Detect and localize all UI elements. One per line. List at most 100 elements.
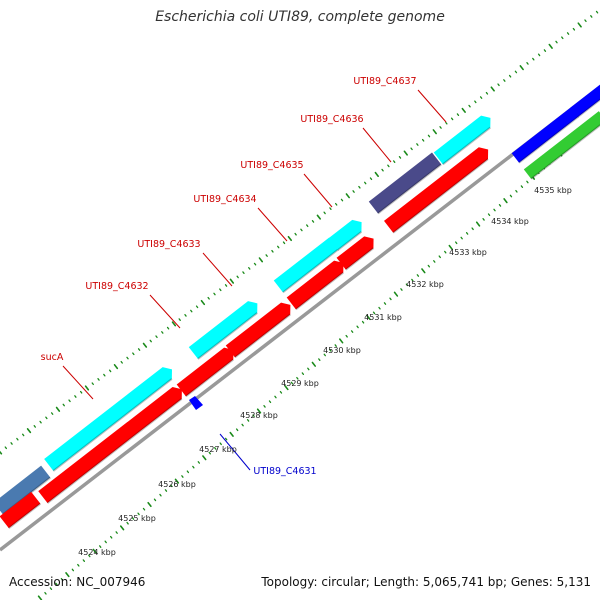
accession-text: Accession: NC_007946 [9,575,146,589]
inner-ring-minor-tick [487,213,491,217]
inner-ring-minor-tick [389,297,392,301]
tick-label: 4527 kbp [199,445,237,454]
inner-ring-minor-tick [192,465,195,469]
inner-ring-minor-tick [170,484,173,488]
inner-ring-minor-tick [159,493,162,497]
gene-arrow-red-5 [336,236,374,270]
inner-ring-minor-tick [433,260,436,263]
outer-ring-major-tick [316,214,322,220]
tick-label: 4525 kbp [118,514,156,523]
gene-label: UTI89_C4631 [253,466,316,477]
outer-ring-major-tick [548,43,553,49]
outer-tick-ring [0,10,599,455]
outer-ring-minor-tick [445,121,448,125]
outer-ring-minor-tick [207,296,210,300]
outer-ring-minor-tick [50,412,54,415]
outer-ring-major-tick [171,321,177,327]
inner-ring-minor-tick [356,325,359,329]
inner-ring-minor-tick [55,582,58,586]
gene-arrow-red-2-shade [185,358,234,398]
inner-ring-major-tick [65,572,70,578]
gene-arrow-red-2 [176,347,234,397]
gene-arrow-C4636 [368,152,442,214]
tick-label: 4533 kbp [449,248,487,257]
outer-ring-minor-tick [39,420,42,424]
outer-ring-minor-tick [4,446,7,450]
gene-arrow-red-0 [0,491,41,529]
outer-ring-minor-tick [555,40,558,44]
gene-arrow-C4634 [328,219,362,251]
inner-ring-minor-tick [383,302,387,305]
inner-ring-minor-tick [520,185,524,189]
outer-ring-minor-tick [364,181,367,185]
outer-ring-minor-tick [178,318,181,321]
backbone-line [0,85,600,552]
inner-ring-minor-tick [153,498,157,502]
gene-marker-C4631 [189,396,203,410]
outer-ring-minor-tick [184,313,187,317]
inner-ring-minor-tick [104,540,107,544]
inner-ring-major-tick [229,431,234,437]
inner-ring-minor-tick [186,470,190,474]
inner-ring-major-tick [475,221,481,227]
outer-ring-minor-tick [224,284,228,287]
outer-ring-major-tick [26,428,32,434]
outer-ring-minor-tick [137,348,141,351]
outer-ring-minor-tick [16,437,19,441]
summary-text: Topology: circular; Length: 5,065,741 bp… [261,575,591,589]
gene-arrow-red-6 [384,147,489,233]
inner-ring-minor-tick [263,404,266,408]
outer-ring-minor-tick [242,271,245,275]
gene-arrow-green-shade [530,124,600,180]
outer-ring-major-tick [374,171,379,178]
label-leader-line [149,294,181,329]
inner-ring-minor-tick [515,189,518,193]
gene-arrow-C4633 [273,237,339,293]
inner-ring-minor-tick [329,348,332,352]
outer-ring-minor-tick [329,207,332,210]
outer-ring-minor-tick [103,373,106,377]
gene-arrow-C4632-shade [197,312,258,360]
outer-ring-major-tick [142,342,148,348]
label-leader-line [303,173,333,208]
gene-arrow-sucA [44,367,172,471]
outer-ring-minor-tick [236,275,239,279]
outer-ring-minor-tick [311,220,315,223]
inner-ring-minor-tick [235,428,239,432]
gene-arrow-C4637-shade [442,126,491,166]
inner-ring-minor-tick [526,180,529,184]
inner-ring-major-tick [448,244,453,250]
gene-track [0,84,600,529]
outer-ring-minor-tick [450,117,454,121]
outer-ring-minor-tick [497,83,500,87]
tick-label: 4530 kbp [323,346,361,355]
outer-ring-minor-tick [79,390,83,394]
inner-ring-minor-tick [350,330,354,333]
gene-labels: UTI89_C4637 UTI89_C4636 UTI89_C4635 UTI89_C… [41,76,417,477]
outer-ring-minor-tick [10,442,13,445]
inner-ring-major-tick [311,361,316,367]
gene-label: UTI89_C4637 [353,76,416,87]
outer-ring-minor-tick [474,100,477,104]
label-leader-line [219,433,251,471]
gene-label: UTI89_C4633 [137,239,200,250]
gene-label: sucA [41,352,64,363]
outer-ring-minor-tick [265,254,268,257]
inner-ring-minor-tick [509,194,513,198]
gene-arrow-blue-1 [511,107,580,163]
inner-ring-minor-tick [444,250,447,254]
outer-ring-major-tick [345,193,350,199]
outer-ring-major-tick [287,235,293,242]
inner-ring-minor-tick [460,236,463,240]
inner-ring-minor-tick [372,311,376,315]
inner-ring-minor-tick [438,255,441,259]
inner-ring-major-tick [339,338,344,344]
inner-ring-minor-tick [208,451,211,455]
inner-ring-minor-tick [49,587,53,591]
inner-ring-minor-tick [345,334,348,338]
outer-ring-major-tick [113,364,119,370]
outer-ring-minor-tick [45,416,48,420]
outer-ring-minor-tick [323,211,326,215]
outer-ring-minor-tick [532,57,535,61]
backbone-highlight [0,96,600,561]
